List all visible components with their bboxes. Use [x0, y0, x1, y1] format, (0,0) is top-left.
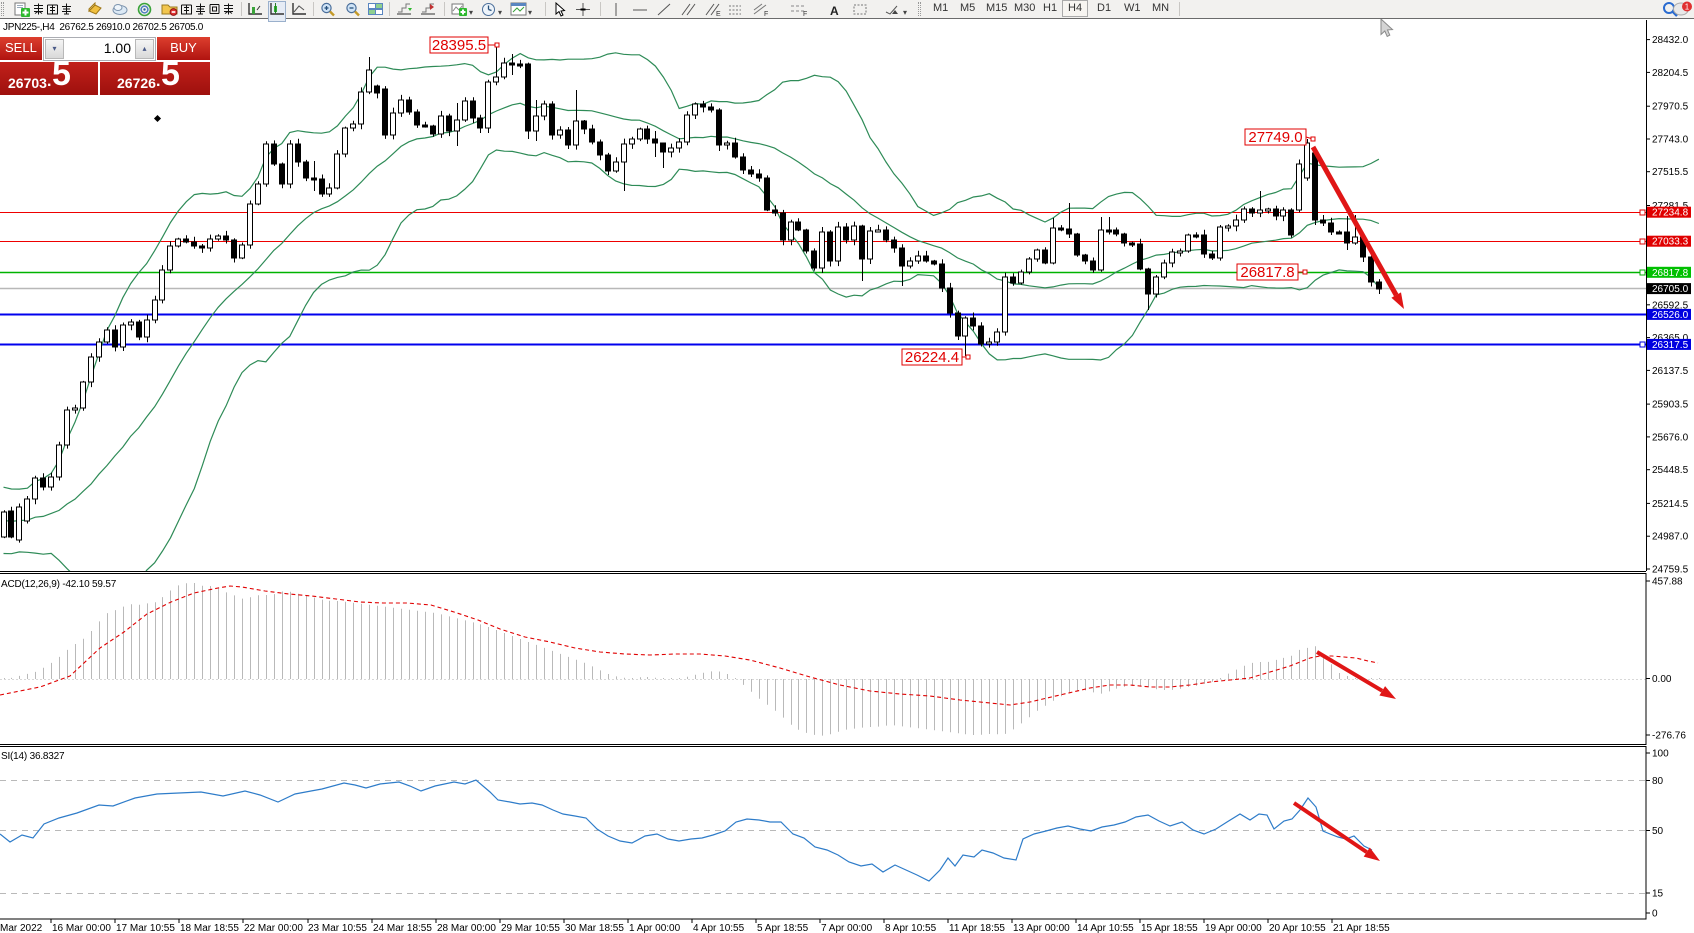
- svg-text:26817.8: 26817.8: [1652, 268, 1689, 279]
- svg-text:80: 80: [1652, 776, 1664, 787]
- svg-text:15 Apr 18:55: 15 Apr 18:55: [1141, 923, 1198, 933]
- svg-text:E: E: [716, 11, 721, 17]
- svg-text:23 Mar 10:55: 23 Mar 10:55: [308, 923, 367, 933]
- svg-text:26817.8: 26817.8: [1240, 264, 1294, 281]
- svg-text:27281.5: 27281.5: [1652, 201, 1689, 212]
- svg-text:0: 0: [1652, 909, 1658, 920]
- svg-text:20 Apr 10:55: 20 Apr 10:55: [1269, 923, 1326, 933]
- svg-text:-276.76: -276.76: [1652, 731, 1686, 742]
- svg-text:26317.5: 26317.5: [1652, 340, 1689, 351]
- svg-text:25214.5: 25214.5: [1652, 499, 1689, 510]
- svg-text:27970.5: 27970.5: [1652, 102, 1689, 113]
- svg-text:26705.0: 26705.0: [1652, 284, 1689, 295]
- svg-text:F: F: [803, 11, 807, 17]
- svg-text:19 Apr 00:00: 19 Apr 00:00: [1205, 923, 1262, 933]
- svg-text:27743.0: 27743.0: [1652, 135, 1689, 146]
- svg-text:18 Mar 18:55: 18 Mar 18:55: [180, 923, 239, 933]
- svg-text:1 Apr 00:00: 1 Apr 00:00: [629, 923, 681, 933]
- svg-text:11 Apr 18:55: 11 Apr 18:55: [949, 923, 1005, 933]
- svg-text:25903.5: 25903.5: [1652, 400, 1689, 411]
- svg-text:25676.0: 25676.0: [1652, 432, 1689, 443]
- svg-text:14 Apr 10:55: 14 Apr 10:55: [1077, 923, 1134, 933]
- svg-text:28432.0: 28432.0: [1652, 35, 1689, 46]
- svg-text:457.88: 457.88: [1652, 577, 1683, 588]
- svg-text:26365.0: 26365.0: [1652, 333, 1689, 344]
- svg-text:21 Apr 18:55: 21 Apr 18:55: [1333, 923, 1390, 933]
- svg-text:26592.5: 26592.5: [1652, 300, 1689, 311]
- svg-text:26526.0: 26526.0: [1652, 310, 1689, 321]
- svg-text:29 Mar 10:55: 29 Mar 10:55: [501, 923, 560, 933]
- svg-text:13 Apr 00:00: 13 Apr 00:00: [1013, 923, 1070, 933]
- svg-text:28395.5: 28395.5: [432, 37, 486, 54]
- svg-text:26224.4: 26224.4: [905, 349, 959, 366]
- svg-text:26137.5: 26137.5: [1652, 366, 1689, 377]
- svg-text:Mar 2022: Mar 2022: [0, 923, 43, 933]
- svg-text:ACD(12,26,9) -42.10 59.57: ACD(12,26,9) -42.10 59.57: [1, 579, 117, 590]
- svg-text:27515.5: 27515.5: [1652, 167, 1689, 178]
- svg-text:25448.5: 25448.5: [1652, 465, 1689, 476]
- svg-text:30 Mar 18:55: 30 Mar 18:55: [565, 923, 624, 933]
- svg-text:15: 15: [1652, 889, 1664, 900]
- svg-text:24759.5: 24759.5: [1652, 565, 1689, 576]
- svg-text:24 Mar 18:55: 24 Mar 18:55: [373, 923, 432, 933]
- svg-text:SI(14) 36.8327: SI(14) 36.8327: [1, 751, 65, 762]
- svg-text:28 Mar 00:00: 28 Mar 00:00: [437, 923, 496, 933]
- svg-text:8 Apr 10:55: 8 Apr 10:55: [885, 923, 937, 933]
- svg-text:27234.8: 27234.8: [1652, 208, 1689, 219]
- svg-text:22 Mar 00:00: 22 Mar 00:00: [244, 923, 303, 933]
- svg-text:5 Apr 18:55: 5 Apr 18:55: [757, 923, 809, 933]
- svg-text:F: F: [764, 11, 768, 17]
- svg-text:16 Mar 00:00: 16 Mar 00:00: [52, 923, 111, 933]
- svg-text:1: 1: [1685, 3, 1690, 12]
- svg-text:17 Mar 10:55: 17 Mar 10:55: [116, 923, 175, 933]
- svg-text:50: 50: [1652, 826, 1664, 837]
- svg-text:27033.3: 27033.3: [1652, 237, 1689, 248]
- svg-text:28204.5: 28204.5: [1652, 68, 1689, 79]
- svg-text:4 Apr 10:55: 4 Apr 10:55: [693, 923, 745, 933]
- svg-text:0.00: 0.00: [1652, 674, 1672, 685]
- svg-text:24987.0: 24987.0: [1652, 532, 1689, 543]
- svg-text:27749.0: 27749.0: [1248, 129, 1302, 146]
- svg-text:7 Apr 00:00: 7 Apr 00:00: [821, 923, 873, 933]
- svg-text:100: 100: [1652, 749, 1669, 760]
